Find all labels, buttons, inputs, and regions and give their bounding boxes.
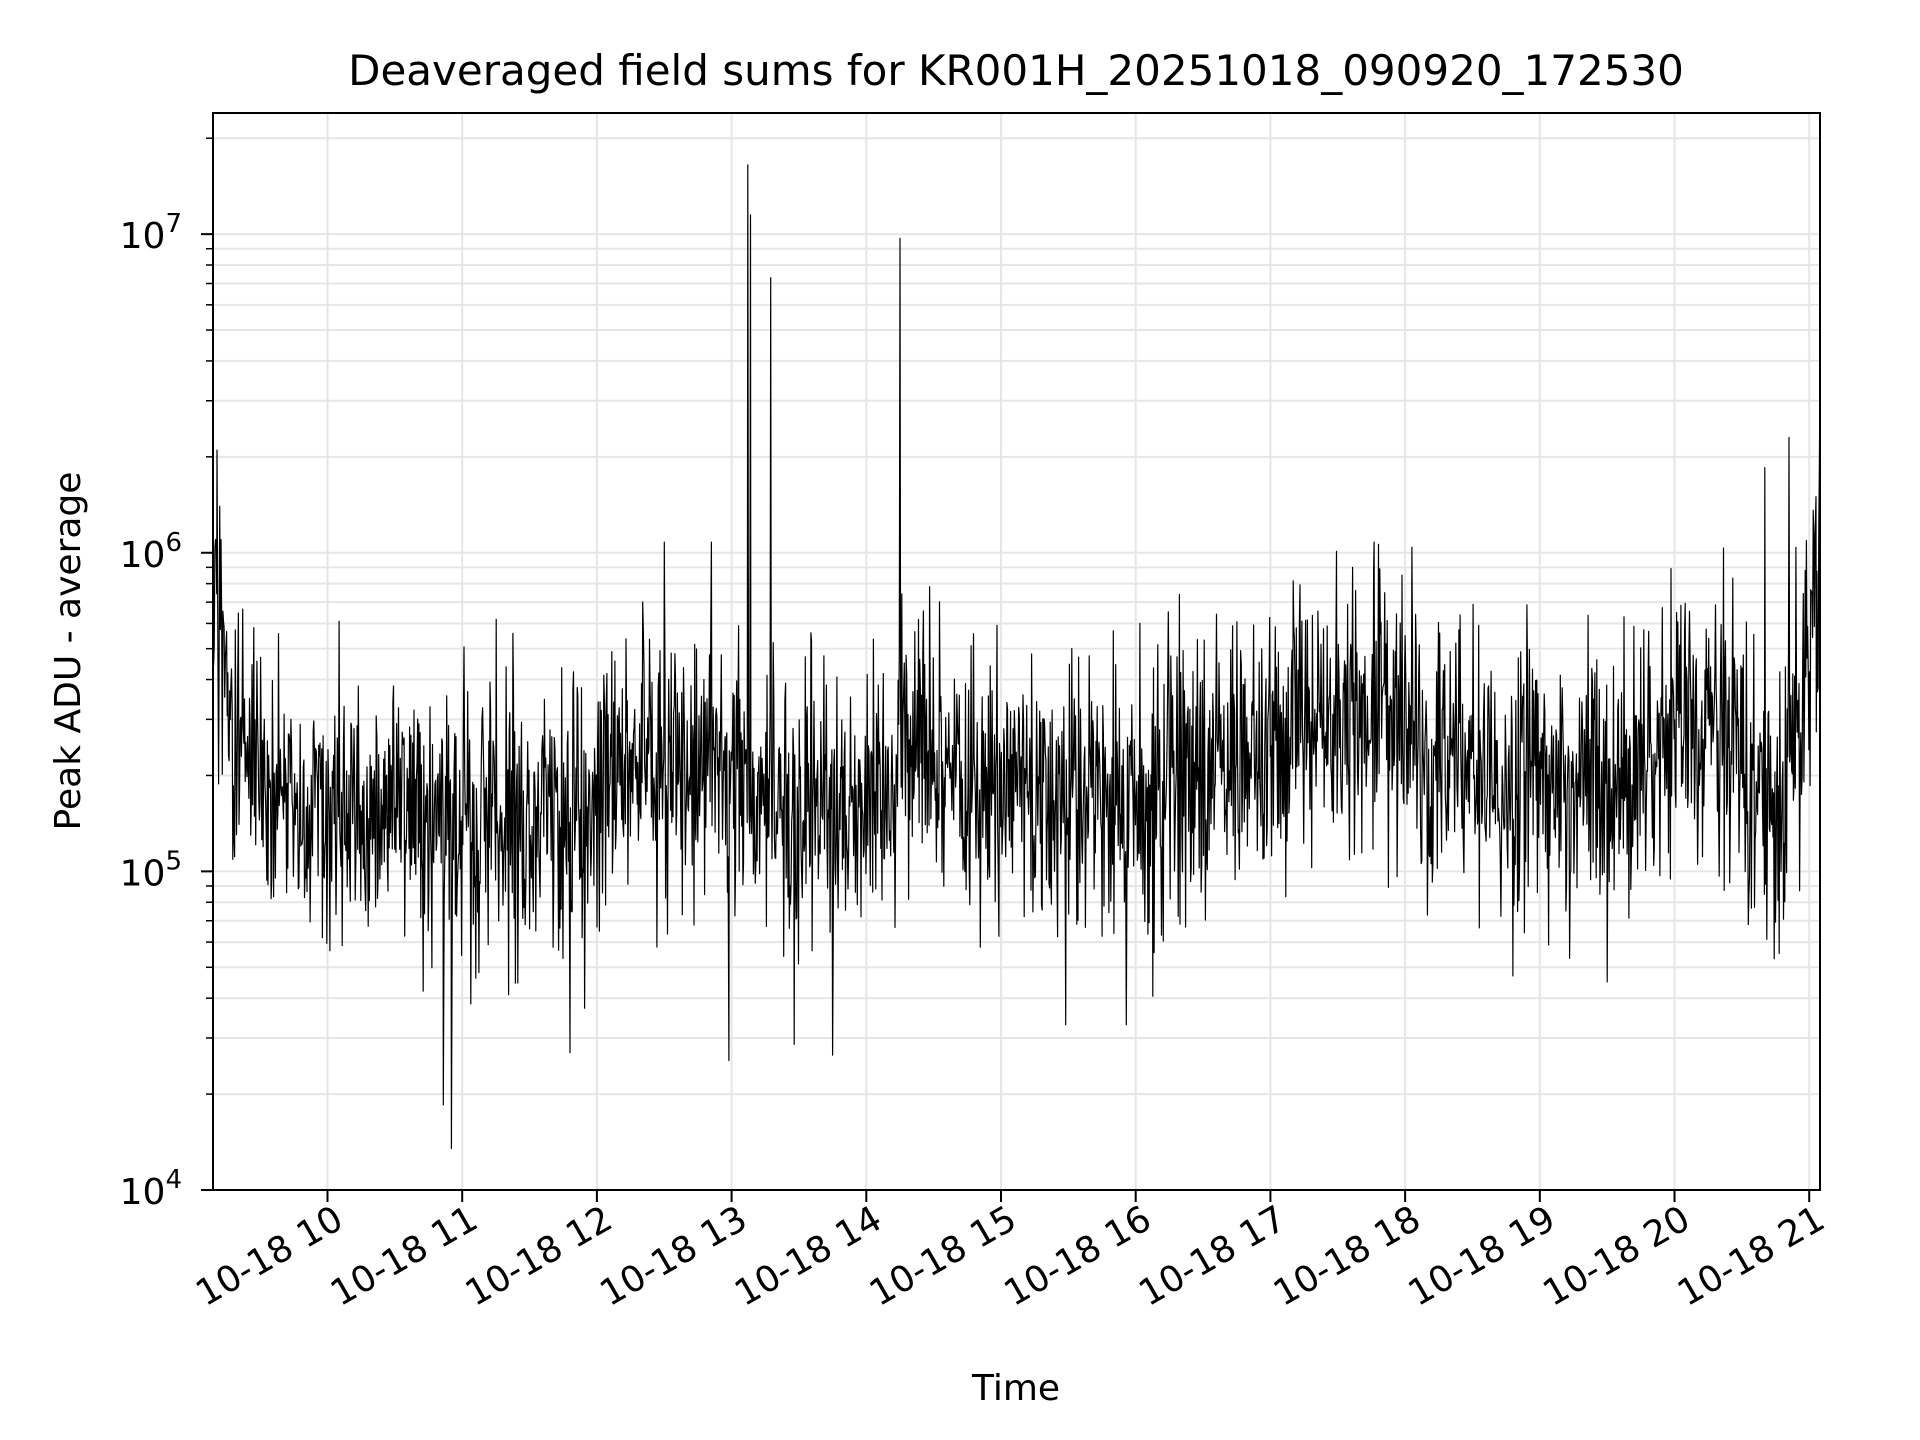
y-axis-label: Peak ADU - average <box>48 472 89 831</box>
y-tick-label: 105 <box>120 846 182 894</box>
y-tick-label: 104 <box>120 1165 182 1213</box>
y-tick-label: 107 <box>120 209 182 257</box>
x-axis-label: Time <box>971 1368 1060 1409</box>
chart-title: Deaveraged field sums for KR001H_2025101… <box>348 46 1684 95</box>
y-tick-label: 106 <box>120 528 182 576</box>
plot-frame <box>212 112 1821 1191</box>
series-line <box>212 164 1821 1150</box>
series <box>212 164 1821 1150</box>
